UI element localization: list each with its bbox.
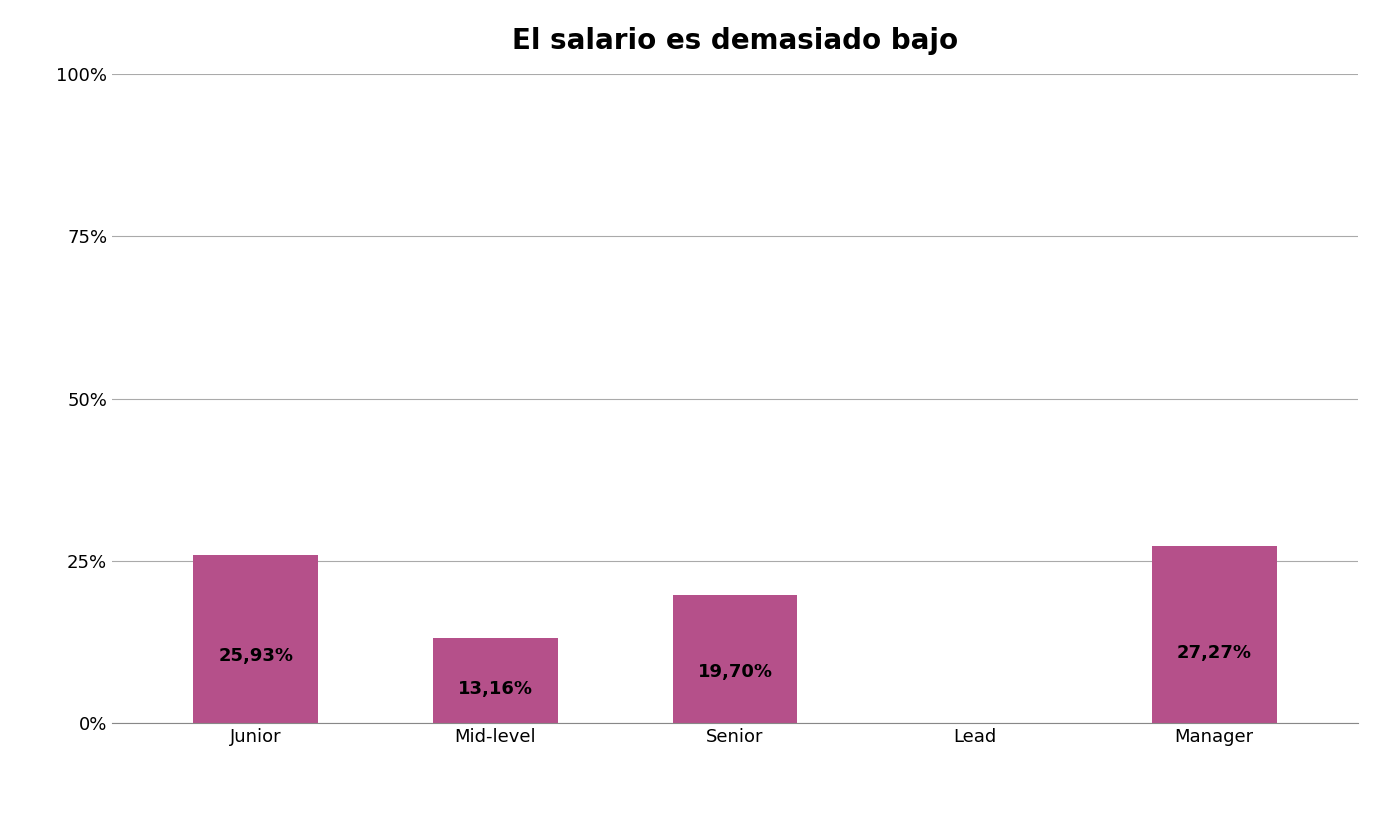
Bar [193, 555, 318, 723]
Text: 19,70%: 19,70% [697, 663, 773, 681]
Title: El salario es demasiado bajo: El salario es demasiado bajo [512, 27, 958, 55]
Text: 25,93%: 25,93% [218, 647, 293, 665]
Bar [1152, 547, 1277, 723]
Bar [433, 638, 557, 723]
Text: 27,27%: 27,27% [1177, 644, 1252, 662]
Bar [673, 595, 798, 723]
Text: 13,16%: 13,16% [458, 680, 533, 698]
